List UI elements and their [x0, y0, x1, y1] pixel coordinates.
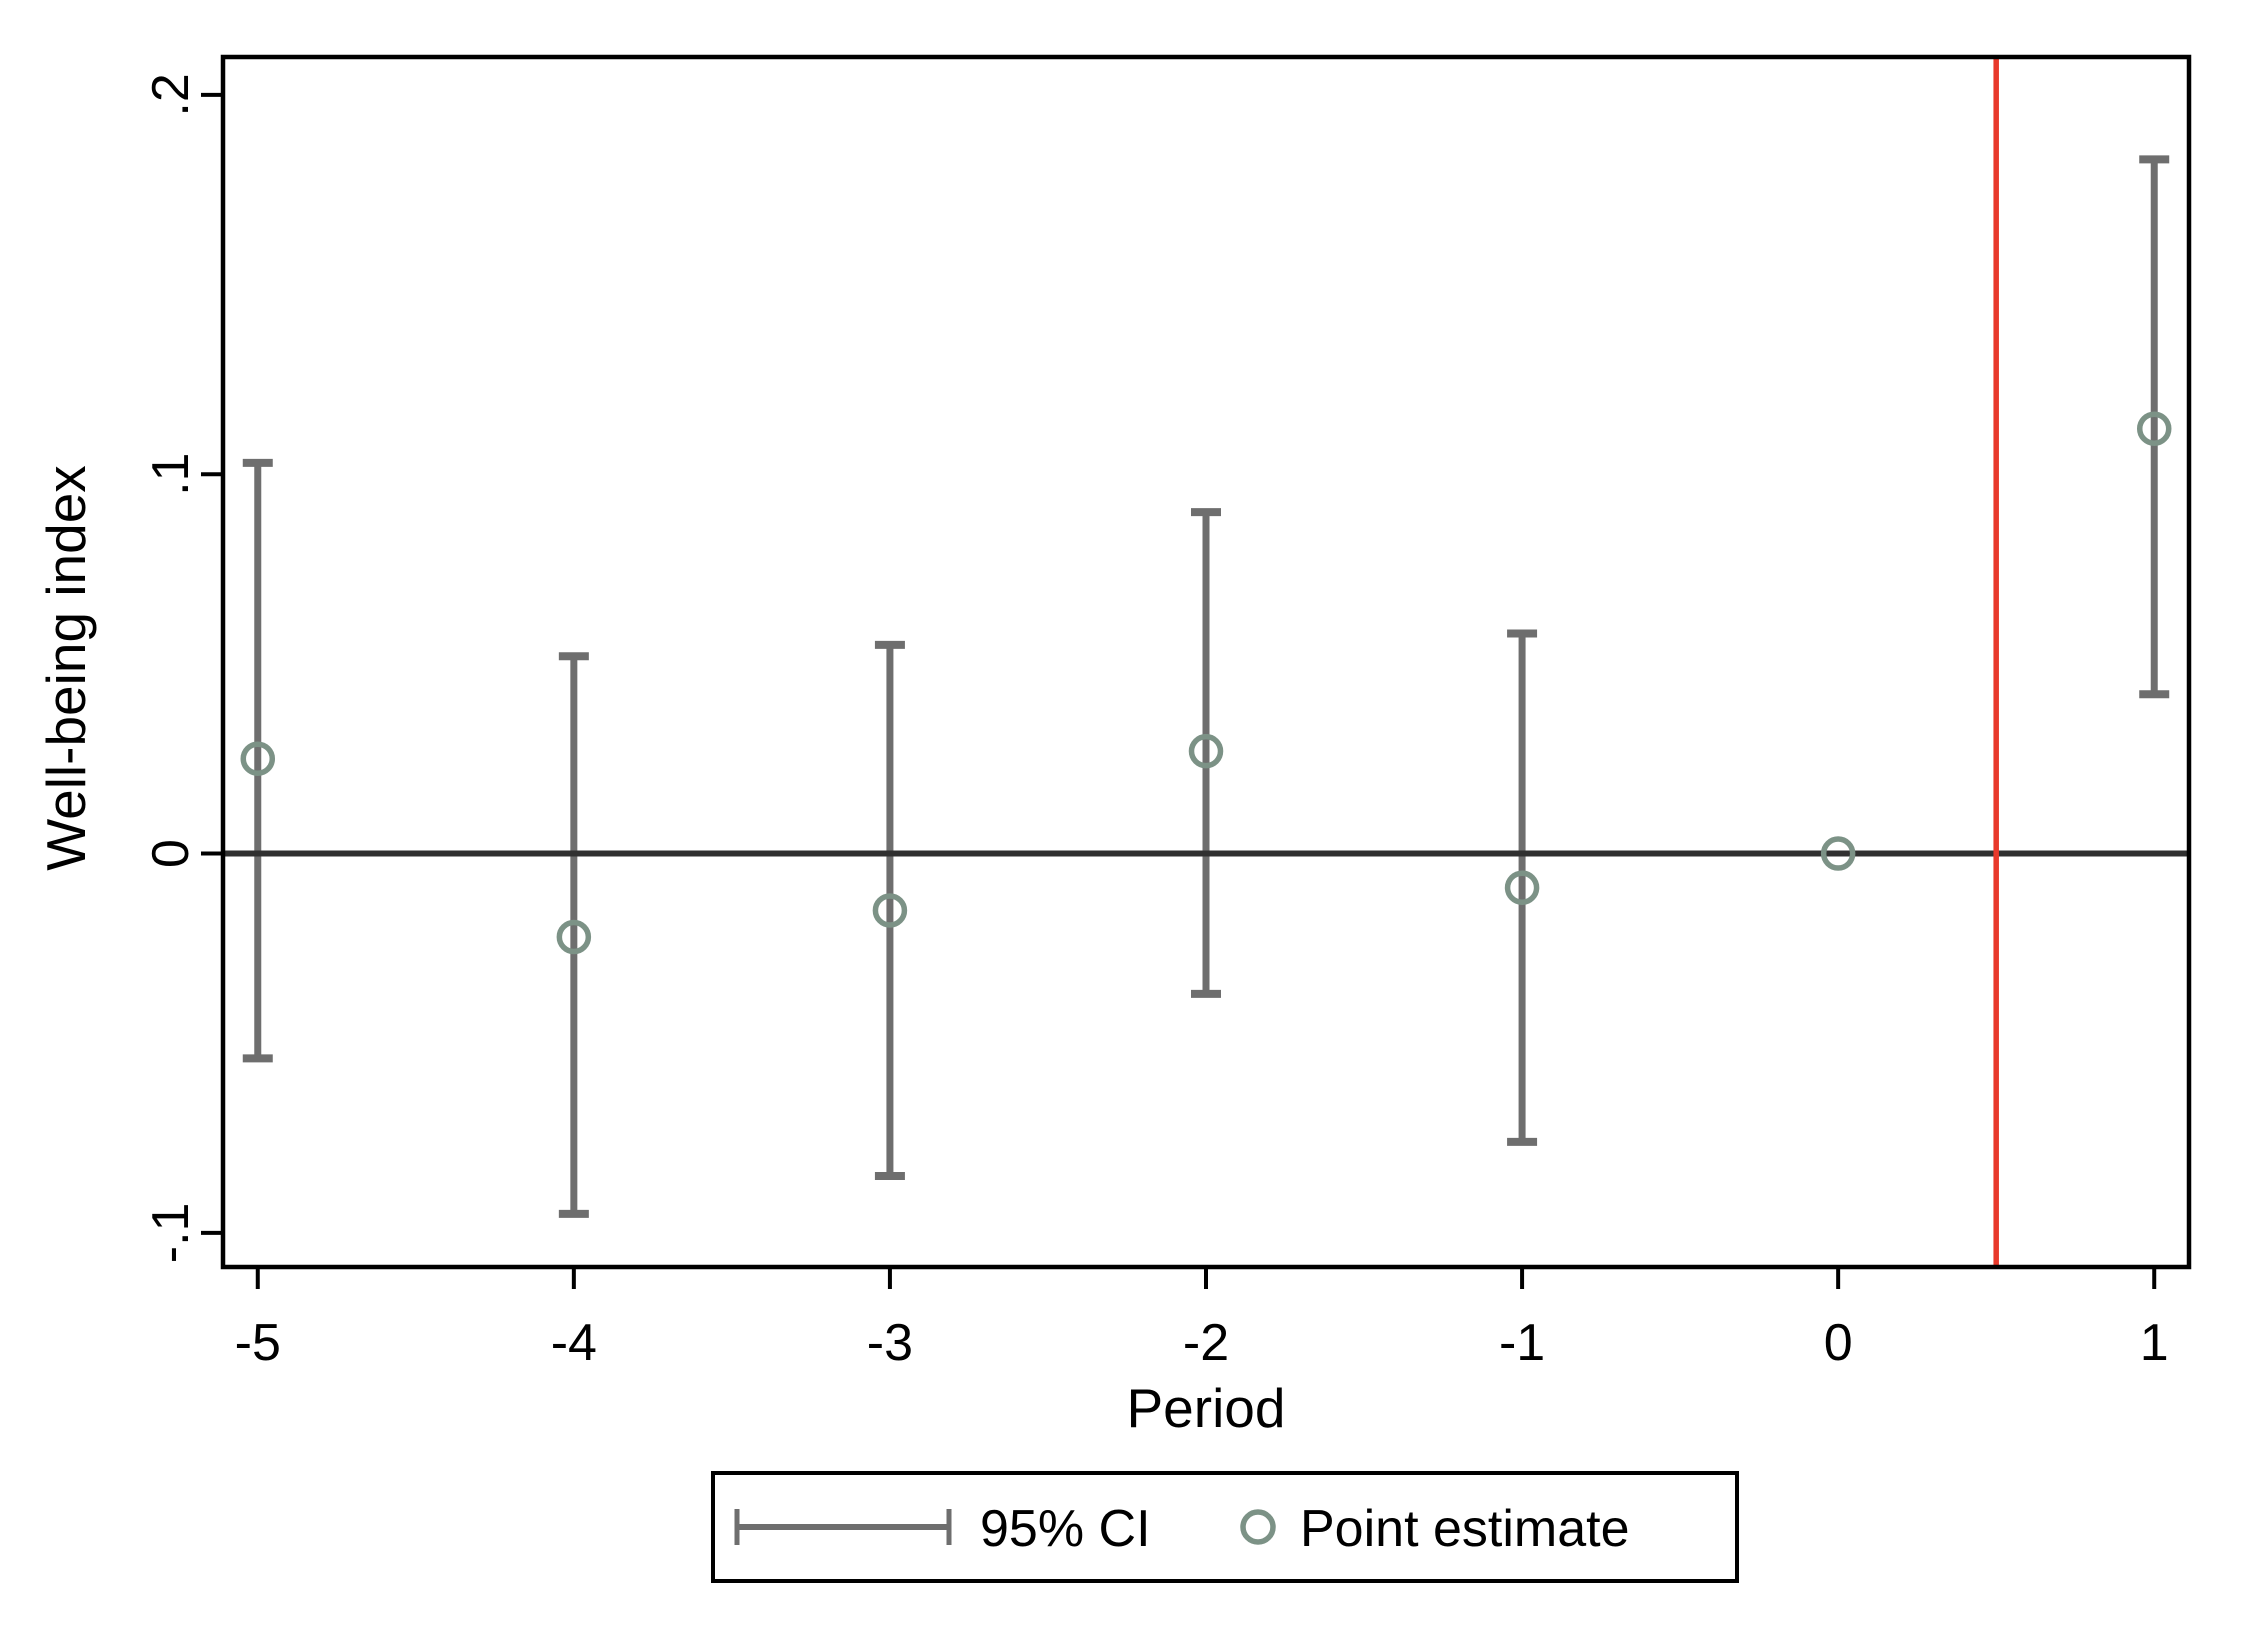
legend-ci-label: 95% CI	[980, 1500, 1151, 1558]
x-tick-label: 1	[2140, 1314, 2169, 1372]
legend-point-label: Point estimate	[1300, 1500, 1630, 1558]
point-estimate-marker	[872, 893, 908, 928]
point-estimate-marker	[556, 919, 592, 955]
x-tick-label: -1	[1499, 1314, 1545, 1372]
point-estimate-marker	[2136, 411, 2172, 446]
x-tick-label: 0	[1824, 1314, 1853, 1372]
axes-layer: .2 .1 0 -.1 -5 -4 -3 -2 -1 0 1	[142, 54, 2192, 1372]
x-tick-label: -5	[235, 1314, 281, 1372]
x-tick-label: -3	[867, 1314, 913, 1372]
x-tick-label: -4	[551, 1314, 597, 1372]
point-estimate-marker	[1188, 733, 1224, 769]
point-estimate-layer	[240, 411, 2172, 955]
x-axis-title: Period	[1127, 1377, 1286, 1439]
point-estimate-marker	[240, 741, 276, 776]
ci-errorbars-layer	[242, 155, 2170, 1218]
y-tick-label: -.1	[142, 1203, 200, 1264]
point-estimate-marker	[1504, 870, 1540, 905]
legend: 95% CI Point estimate	[711, 1471, 1739, 1583]
legend-point-circle-icon	[1240, 1509, 1276, 1545]
x-tick-label: -2	[1183, 1314, 1229, 1372]
reference-lines-layer	[223, 57, 2189, 1267]
y-tick-label: .2	[142, 73, 200, 116]
legend-ci-errorbar-icon	[734, 1509, 952, 1545]
y-tick-label: 0	[142, 839, 200, 868]
y-tick-label: .1	[142, 453, 200, 496]
point-estimate-marker	[1820, 836, 1856, 871]
y-axis-title: Well-being index	[35, 465, 97, 871]
